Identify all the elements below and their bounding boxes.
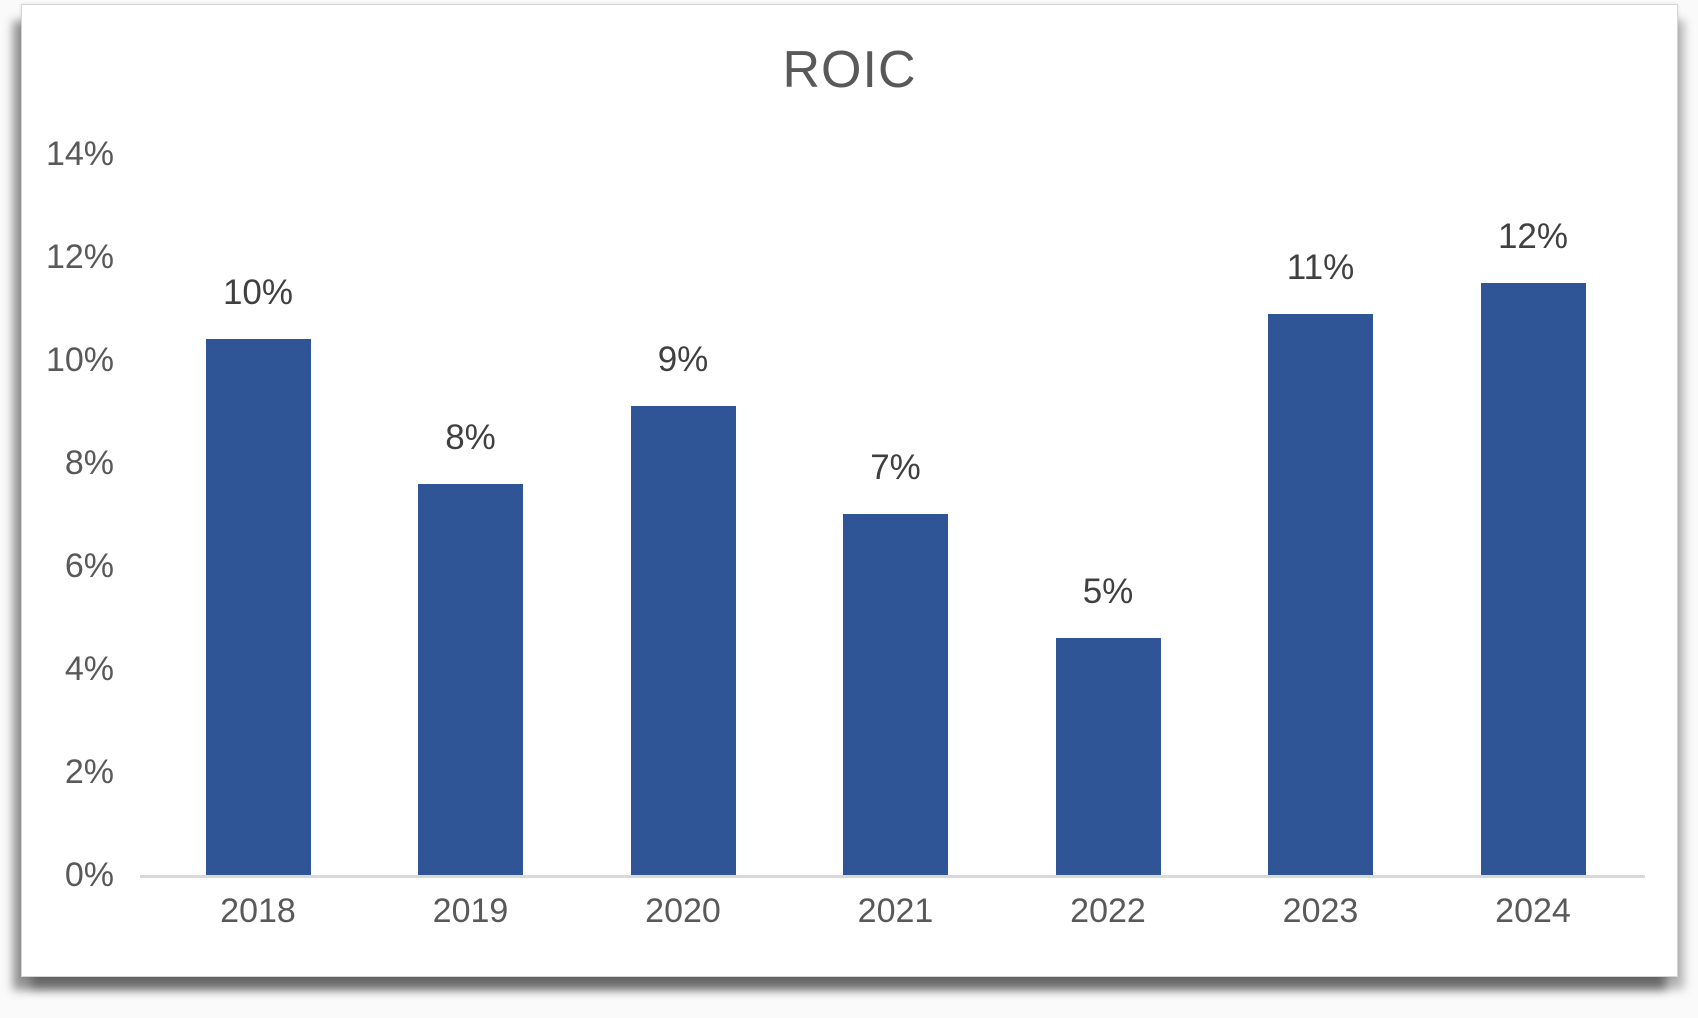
- y-axis-tick-label: 10%: [45, 341, 114, 379]
- x-axis-tick-label-2021: 2021: [857, 892, 934, 930]
- chart-panel: ROIC 0% 2% 4% 6% 8% 10% 12% 14% 10% 2018 8% 2019 9% 2…: [21, 4, 1678, 977]
- bar-2018: [205, 339, 311, 875]
- data-label-2019: 8%: [445, 418, 496, 457]
- bar-2022: [1055, 638, 1161, 875]
- y-axis-tick-label: 12%: [45, 238, 114, 276]
- x-axis-tick-label-2022: 2022: [1070, 892, 1146, 930]
- x-axis-tick-label-2020: 2020: [645, 892, 721, 930]
- x-axis-tick-label-2023: 2023: [1282, 892, 1359, 930]
- bar-2021: [843, 514, 948, 875]
- bar-2023: [1268, 314, 1373, 875]
- y-axis-tick-label: 2%: [64, 753, 114, 791]
- plot-area: 0% 2% 4% 6% 8% 10% 12% 14% 10% 2018 8% 2019 9% 2020 7%…: [22, 5, 1677, 976]
- data-label-2024: 12%: [1497, 217, 1569, 256]
- y-axis-tick-label: 8%: [64, 444, 114, 482]
- x-axis-tick-label-2019: 2019: [432, 892, 509, 930]
- data-label-2018: 10%: [222, 273, 294, 312]
- data-label-2020: 9%: [657, 340, 709, 379]
- x-axis-tick-label-2018: 2018: [220, 892, 296, 930]
- data-label-2023: 11%: [1286, 248, 1355, 287]
- y-axis-tick-label: 6%: [64, 547, 114, 585]
- y-axis-tick-label: 14%: [45, 135, 114, 173]
- y-axis-tick-label: 0%: [64, 856, 114, 894]
- bar-2020: [630, 406, 736, 875]
- data-label-2021: 7%: [870, 448, 921, 487]
- y-axis-tick-label: 4%: [64, 650, 114, 688]
- data-label-2022: 5%: [1082, 572, 1134, 611]
- bar-2019: [418, 484, 523, 875]
- bar-2024: [1480, 283, 1586, 875]
- x-axis-line: [140, 875, 1645, 878]
- x-axis-tick-label-2024: 2024: [1495, 892, 1571, 930]
- chart-title: ROIC: [782, 41, 917, 99]
